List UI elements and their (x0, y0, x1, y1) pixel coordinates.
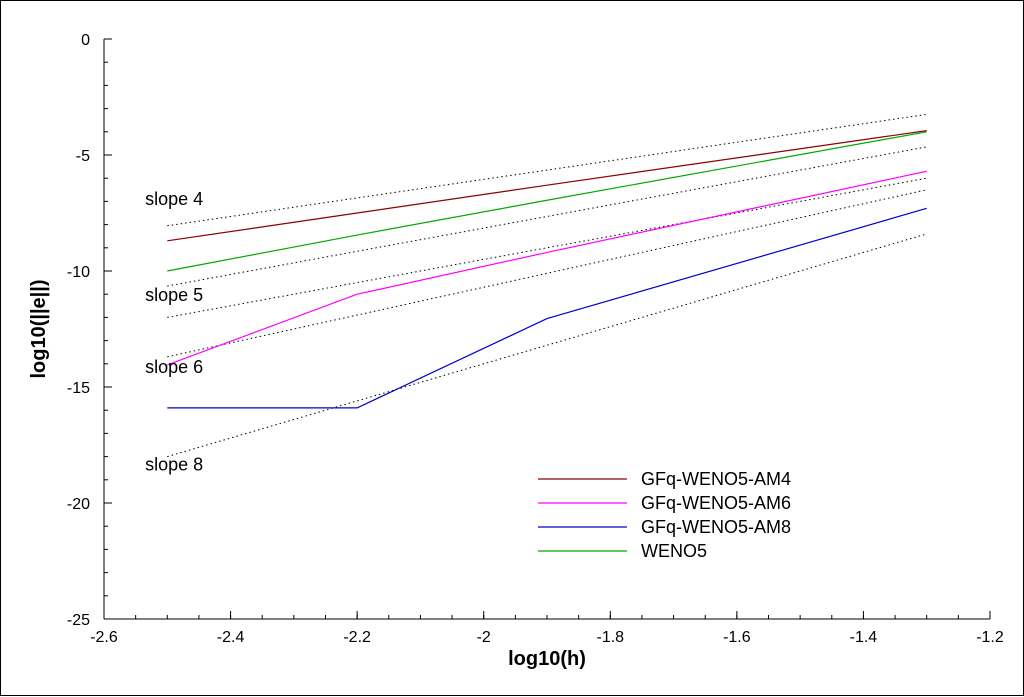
x-tick-label: -2.2 (343, 629, 371, 646)
series-line (167, 131, 927, 272)
x-tick-label: -2 (477, 629, 491, 646)
slope-label: slope 6 (145, 357, 203, 377)
y-tick-label: -15 (67, 380, 90, 397)
series-line (167, 130, 927, 242)
y-tick-label: -25 (67, 612, 90, 629)
reference-line (167, 146, 927, 287)
x-tick-label: -1.8 (596, 629, 624, 646)
x-tick-label: -2.6 (90, 629, 118, 646)
x-tick-label: -1.2 (976, 629, 1004, 646)
reference-line (167, 233, 927, 458)
slope-annotations: slope 4 slope 5 slope 6 slope 8 (145, 189, 203, 475)
legend: GFq-WENO5-AM4 GFq-WENO5-AM6 GFq-WENO5-AM8 W… (538, 469, 791, 561)
y-tick-label: -5 (76, 148, 90, 165)
x-tick-label: -2.4 (217, 629, 245, 646)
x-axis-title: log10(h) (508, 648, 586, 670)
y-tick-label: -10 (67, 264, 90, 281)
y-axis-title: log10(||e||) (28, 279, 50, 378)
x-tick-label: -1.6 (723, 629, 751, 646)
series-lines (167, 130, 927, 409)
reference-line (167, 189, 927, 358)
series-line (167, 170, 927, 366)
y-tick-label: 0 (81, 32, 90, 49)
y-tick-label: -20 (67, 496, 90, 513)
legend-label: GFq-WENO5-AM4 (641, 469, 791, 489)
slope-label: slope 8 (145, 455, 203, 475)
reference-line (167, 177, 927, 318)
reference-lines (167, 113, 927, 458)
legend-label: GFq-WENO5-AM6 (641, 493, 791, 513)
series-line (167, 207, 927, 409)
legend-label: GFq-WENO5-AM8 (641, 517, 791, 537)
axes: -2.6 -2.4 -2.2 -2 -1.8 -1.6 -1.4 -1.2 0 -5 -10 -15 -… (67, 32, 1004, 646)
reference-line (167, 113, 927, 227)
legend-label: WENO5 (641, 541, 707, 561)
slope-label: slope 5 (145, 285, 203, 305)
x-tick-label: -1.4 (850, 629, 878, 646)
slope-label: slope 4 (145, 189, 203, 209)
